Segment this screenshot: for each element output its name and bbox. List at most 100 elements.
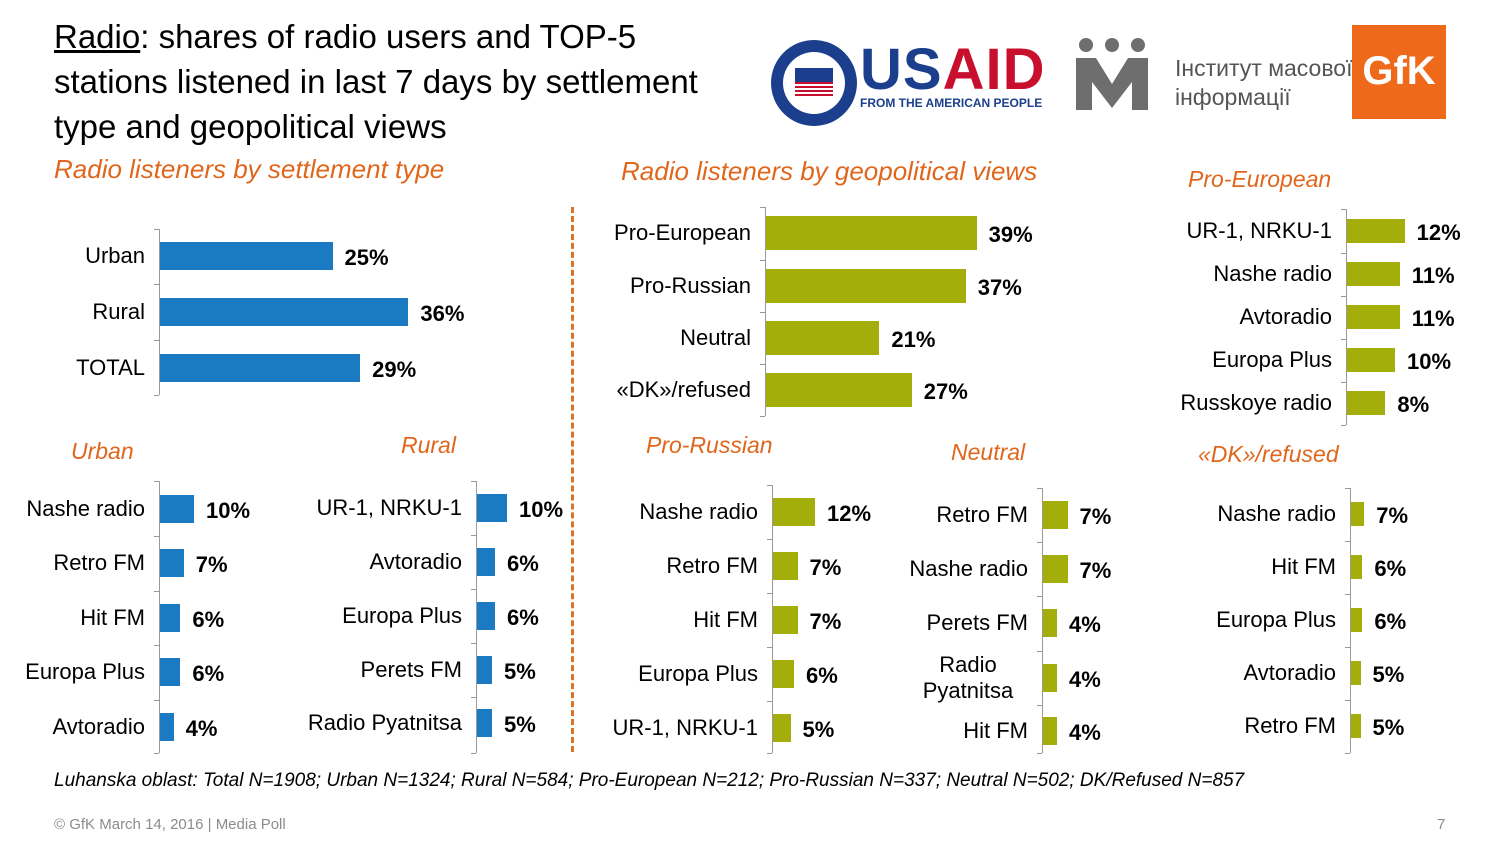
neutral-value-label: 7%	[1079, 504, 1112, 529]
urban-value-label: 4%	[185, 716, 218, 741]
dk-bar	[1351, 661, 1361, 685]
geo-tick	[760, 312, 765, 313]
settlement-value-label: 36%	[420, 301, 465, 326]
dk-tick	[1345, 541, 1350, 542]
imi-line2: інформації	[1175, 84, 1291, 110]
imi-line1: Інститут масової	[1175, 55, 1353, 81]
proeu-category-label: Russkoye radio	[1180, 390, 1332, 415]
proeu-tick	[1341, 296, 1346, 297]
settlement-tick	[154, 229, 159, 230]
dk-bar	[1351, 502, 1365, 526]
geo-tick	[760, 260, 765, 261]
urban-category-label: Avtoradio	[52, 714, 145, 739]
settlement-value-label: 25%	[344, 245, 389, 270]
title-underlined: Radio	[54, 18, 141, 55]
urban-tick	[154, 753, 159, 754]
neutral-value-label: 4%	[1069, 667, 1101, 692]
geo-value-label: 27%	[923, 379, 968, 404]
proru-category-label: Hit FM	[693, 607, 758, 632]
settlement-bar	[160, 354, 361, 382]
section-title-geo: Radio listeners by geopolitical views	[621, 156, 1038, 186]
urban-axis	[159, 481, 160, 753]
urban-value-label: 6%	[192, 607, 225, 632]
settlement-bar	[160, 298, 409, 326]
usaid-logo-aid: AID	[942, 37, 1046, 102]
dk-category-label: Retro FM	[1244, 713, 1336, 738]
sample-note: Luhanska oblast: Total N=1908; Urban N=1…	[54, 770, 1245, 791]
neutral-tick	[1037, 753, 1042, 754]
geo-tick	[760, 207, 765, 208]
dk-tick	[1345, 594, 1350, 595]
usaid-logo: USAID	[860, 36, 1045, 103]
proru-value-label: 6%	[806, 663, 838, 688]
dk-bar	[1351, 555, 1363, 579]
section-divider	[571, 207, 574, 752]
geo-category-label: Pro-European	[614, 220, 751, 245]
geo-value-label: 21%	[891, 327, 936, 352]
rural-category-label: Europa Plus	[342, 603, 462, 628]
neutral-bar	[1043, 609, 1057, 637]
geo-value-label: 39%	[988, 222, 1033, 247]
settlement-value-label: 29%	[372, 357, 417, 382]
proru-bar	[773, 660, 794, 688]
footer: © GfK March 14, 2016 | Media Poll	[54, 816, 286, 833]
proeu-bar	[1347, 305, 1400, 329]
imi-logo-icon	[1076, 38, 1148, 110]
geo-category-label: «DK»/refused	[616, 377, 751, 402]
rural-value-label: 6%	[507, 551, 539, 576]
proeu-axis	[1346, 209, 1347, 425]
rural-value-label: 5%	[504, 659, 536, 684]
usaid-seal-icon	[771, 40, 857, 126]
proru-bar	[773, 552, 798, 580]
rural-bar	[477, 656, 492, 684]
proru-value-label: 12%	[827, 501, 872, 526]
proru-bar	[773, 606, 798, 634]
usaid-logo-us: US	[860, 37, 943, 102]
geo-category-label: Neutral	[680, 325, 751, 350]
urban-value-label: 6%	[192, 661, 225, 686]
rural-bar	[477, 494, 507, 522]
proeu-category-label: Europa Plus	[1212, 347, 1332, 372]
proru-category-label: Nashe radio	[639, 499, 758, 524]
dk-value-label: 5%	[1372, 715, 1405, 740]
proru-category-label: Europa Plus	[638, 661, 758, 686]
geo-axis	[765, 207, 766, 416]
neutral-category-label: Hit FM	[963, 718, 1028, 743]
neutral-bar	[1043, 555, 1068, 583]
geo-tick	[760, 416, 765, 417]
proru-bar	[773, 714, 791, 742]
proru-axis	[772, 485, 773, 753]
dk-value-label: 6%	[1374, 609, 1407, 634]
proeu-value-label: 10%	[1407, 349, 1452, 374]
geo-bar	[766, 269, 966, 303]
settlement-tick	[154, 340, 159, 341]
urban-bar	[160, 658, 181, 686]
rural-tick	[471, 589, 476, 590]
geo-bar	[766, 216, 977, 250]
rural-category-label: UR-1, NRKU-1	[316, 495, 462, 520]
proeu-category-label: Nashe radio	[1213, 261, 1332, 286]
subtitle-rural: Rural	[401, 432, 456, 458]
geo-bar	[766, 373, 912, 407]
subtitle-neutral: Neutral	[951, 439, 1026, 465]
dk-bar	[1351, 714, 1361, 738]
dk-value-label: 7%	[1376, 503, 1409, 528]
proru-tick	[767, 593, 772, 594]
urban-value-label: 7%	[195, 552, 228, 577]
proeu-tick	[1341, 253, 1346, 254]
proru-tick	[767, 485, 772, 486]
proeu-bar	[1347, 348, 1395, 372]
dk-tick	[1345, 700, 1350, 701]
dk-tick	[1345, 647, 1350, 648]
urban-tick	[154, 591, 159, 592]
rural-value-label: 6%	[507, 605, 539, 630]
proeu-category-label: Avtoradio	[1239, 304, 1332, 329]
neutral-category-label: Perets FM	[926, 610, 1028, 635]
subtitle-pro-russian: Pro-Russian	[646, 432, 773, 458]
rural-axis	[476, 481, 477, 753]
usaid-tagline: FROM THE AMERICAN PEOPLE	[860, 96, 1043, 110]
neutral-bar	[1043, 664, 1057, 692]
rural-category-label: Perets FM	[360, 657, 462, 682]
page-number: 7	[1437, 816, 1446, 833]
dk-bar	[1351, 608, 1363, 632]
